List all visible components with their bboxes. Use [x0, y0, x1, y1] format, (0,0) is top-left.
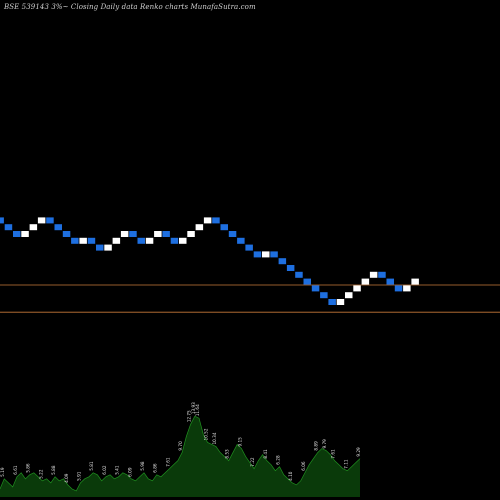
renko-brick-down: [270, 251, 278, 258]
renko-brick-down: [96, 244, 104, 251]
volume-label: 12.75: [187, 410, 192, 422]
renko-brick-down: [394, 285, 403, 292]
volume-labels: 5.19 6.61 5.86 5.22 5.88 4.09 5.91 5.81 6.02 5.41…: [0, 402, 361, 483]
renko-brick-down: [71, 237, 79, 244]
renko-brick-down: [328, 299, 336, 305]
renko-brick-up: [203, 217, 212, 224]
renko-brick-up: [361, 278, 370, 285]
volume-area: [0, 415, 361, 497]
renko-brick-down: [87, 237, 96, 244]
renko-brick-down: [386, 278, 394, 285]
renko-brick-down: [253, 251, 262, 258]
renko-brick-up: [37, 217, 46, 224]
volume-label: 5.86: [26, 463, 31, 473]
volume-label: 5.98: [140, 461, 145, 471]
renko-brick-down: [378, 271, 386, 278]
volume-label: 5.88: [51, 465, 56, 475]
renko-brick-down: [212, 217, 220, 224]
volume-line: [0, 415, 361, 492]
renko-brick-up: [120, 231, 129, 237]
renko-brick-up: [336, 299, 345, 305]
renko-brick-up: [154, 231, 162, 237]
volume-label: 6.06: [301, 461, 306, 471]
volume-label: 8.89: [314, 441, 319, 451]
renko-brick-down: [129, 231, 137, 237]
volume-label: 9.15: [237, 437, 242, 447]
volume-label: 10.52: [204, 428, 209, 440]
volume-label: 7.61: [165, 457, 170, 467]
volume-label: 6.02: [102, 465, 107, 475]
volume-label: 7.11: [343, 459, 348, 469]
renko-brick-down: [303, 278, 311, 285]
renko-brick-up: [403, 285, 411, 292]
renko-bricks: [0, 217, 419, 305]
renko-brick-down: [4, 224, 13, 231]
volume-label: 8.41: [263, 449, 268, 459]
renko-brick-up: [345, 292, 353, 299]
renko-brick-down: [170, 237, 179, 244]
renko-brick-up: [112, 237, 121, 244]
renko-brick-down: [46, 217, 54, 224]
renko-brick-down: [162, 231, 170, 237]
volume-label: 9.29: [356, 447, 361, 457]
volume-label: 5.91: [76, 471, 81, 481]
reference-lines: [0, 284, 500, 313]
chart-title: BSE 539143 3%~ Closing Daily data Renko …: [4, 3, 256, 11]
renko-brick-down: [320, 292, 328, 299]
volume-label: 6.09: [127, 467, 132, 477]
volume-label: 4.10: [288, 471, 293, 481]
renko-brick-up: [353, 285, 361, 292]
volume-label: 13.93: [191, 402, 196, 414]
renko-brick-up: [187, 231, 195, 237]
renko-brick-down: [137, 237, 145, 244]
volume-label: 7.22: [250, 457, 255, 467]
renko-brick-down: [286, 265, 295, 271]
renko-brick-down: [278, 258, 287, 265]
volume-label: 8.53: [225, 449, 230, 459]
renko-brick-up: [145, 237, 154, 244]
renko-brick-up: [79, 237, 87, 244]
volume-label: 10.34: [212, 432, 217, 444]
volume-label: 5.19: [0, 467, 5, 477]
renko-brick-up: [29, 224, 38, 231]
volume-label: 6.28: [276, 455, 281, 465]
renko-brick-up: [179, 237, 187, 244]
renko-brick-down: [245, 244, 253, 251]
volume-label: 9.70: [178, 441, 183, 451]
renko-brick-down: [228, 231, 237, 237]
renko-brick-down: [220, 224, 228, 231]
volume-label: 11.64: [195, 404, 200, 416]
volume-label: 5.22: [38, 469, 43, 479]
renko-brick-down: [311, 285, 320, 292]
renko-brick-down: [13, 231, 21, 237]
renko-brick-up: [21, 231, 29, 237]
volume-label: 4.09: [64, 473, 69, 483]
volume-label: 5.81: [89, 461, 94, 471]
renko-brick-down: [54, 224, 62, 231]
renko-brick-up: [262, 251, 270, 258]
renko-brick-up: [369, 271, 378, 278]
volume-label: 6.61: [13, 465, 18, 475]
volume-label: 5.41: [115, 465, 120, 475]
renko-brick-up: [411, 278, 419, 285]
renko-brick-up: [104, 244, 112, 251]
renko-brick-down: [0, 217, 4, 224]
volume-label: 6.86: [153, 463, 158, 473]
renko-brick-up: [195, 224, 204, 231]
renko-brick-down: [295, 271, 303, 278]
renko-brick-down: [237, 237, 245, 244]
renko-brick-down: [62, 231, 71, 237]
volume-label: 9.79: [322, 439, 327, 449]
volume-label: 7.61: [331, 449, 336, 459]
